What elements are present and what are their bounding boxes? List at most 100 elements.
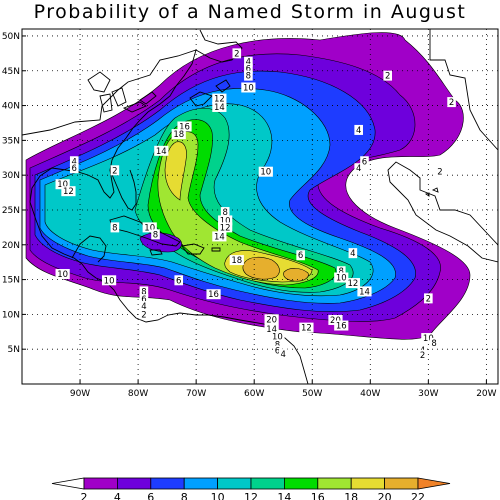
- contour-label-box: [429, 337, 439, 348]
- contour-label: 2: [418, 349, 427, 361]
- colorbar-level-label: 12: [244, 491, 258, 500]
- contour-label-text: 10: [57, 270, 68, 280]
- colorbar-segment: [384, 477, 419, 490]
- contour-label-text: 10: [260, 168, 271, 178]
- contour-label-text: 8: [222, 208, 227, 218]
- jamaica-coastline: [149, 249, 163, 256]
- contour-label-text: 16: [336, 322, 347, 332]
- contour-label: 2: [232, 48, 242, 59]
- contour-label-box: [270, 331, 285, 342]
- contour-label-box: [212, 93, 227, 104]
- contour-label-box: [348, 248, 358, 259]
- contour-label: 4: [348, 248, 358, 259]
- contour-label: 4: [244, 56, 253, 68]
- colorbar: 2 4 6 8 10 12 14 16 18 20 22: [51, 477, 451, 500]
- contour-label: 8: [336, 266, 346, 277]
- contour-label: 16: [206, 289, 221, 300]
- x-tick-label: 60W: [244, 389, 264, 399]
- contour-label-box: [424, 293, 433, 304]
- contour-label-text: 2: [234, 49, 239, 59]
- contour-label: 10: [334, 272, 349, 284]
- coastlines: [22, 29, 498, 384]
- contour-label-text: 6: [72, 164, 77, 174]
- colorbar-level-label: 4: [114, 491, 121, 500]
- x-tick-label: 20W: [476, 389, 496, 399]
- contour-label-text: 18: [231, 256, 242, 266]
- y-tick-label: 20N: [2, 241, 20, 251]
- y-tick-label: 45N: [2, 67, 20, 77]
- contour-label-text: 18: [173, 130, 184, 140]
- contour-label: 14: [264, 324, 279, 335]
- contour-label: 2: [383, 70, 393, 82]
- colorbar-segment: [350, 477, 386, 490]
- nova-scotia-coastline: [189, 79, 231, 107]
- contour-label: 14: [212, 101, 227, 113]
- contour-label-text: 2: [449, 98, 454, 108]
- contour-label: 4: [278, 349, 288, 360]
- colorbar-level-label: 2: [81, 491, 88, 500]
- contour-label-text: 6: [275, 347, 280, 357]
- x-axis-ticks: 90W 80W 70W 60W 50W 40W 30W 20W: [70, 380, 497, 399]
- colorbar-level-label: 8: [181, 491, 188, 500]
- contour-label-text: 10: [104, 276, 115, 286]
- contour-label-text: 12: [63, 187, 74, 197]
- cuba-coastline: [109, 215, 181, 247]
- contour-label-box: [273, 345, 282, 356]
- contour-label: 16: [334, 320, 349, 332]
- colorbar-segment: [317, 477, 352, 490]
- contour-label-text: 12: [220, 223, 231, 233]
- contour-label: 14: [154, 145, 169, 157]
- contour-label: 10: [101, 275, 117, 286]
- contour-label: 10: [218, 215, 233, 226]
- contour-label-box: [418, 349, 427, 360]
- canary-islands: [424, 187, 439, 197]
- contour-label: 10: [55, 179, 70, 190]
- x-tick-label: 80W: [128, 389, 148, 399]
- contour-label: 6: [174, 275, 184, 286]
- contour-label-box: [244, 63, 253, 74]
- contour-label: 14: [212, 231, 227, 242]
- contour-label: 2: [447, 97, 456, 108]
- contour-label-box: [177, 121, 192, 132]
- map-title: Probability of a Named Storm in August: [33, 1, 467, 23]
- contour-label: 6: [296, 250, 305, 261]
- contour-label-text: 10: [57, 180, 68, 190]
- contour-label-text: 2: [437, 168, 442, 178]
- y-tick-label: 25N: [2, 206, 20, 216]
- contour-label-box: [435, 166, 445, 177]
- contour-label-box: [220, 207, 230, 218]
- contour-label-box: [55, 179, 70, 190]
- contour-label-text: 6: [362, 157, 367, 167]
- contour-label: 6: [139, 294, 149, 305]
- contour-label-text: 8: [112, 223, 117, 233]
- contour-label-box: [354, 163, 363, 174]
- contour-label: 18: [229, 255, 244, 266]
- contour-label-box: [139, 309, 149, 320]
- y-tick-label: 5N: [8, 345, 20, 355]
- contour-label-box: [212, 231, 227, 242]
- contour-label: 10: [55, 269, 70, 280]
- contour-label-box: [296, 250, 305, 261]
- contour-label-text: 2: [426, 294, 431, 304]
- contour-label-text: 14: [214, 232, 225, 242]
- contour-label-text: 16: [208, 290, 219, 300]
- africa-coastline: [387, 161, 498, 263]
- colorbar-segment: [183, 477, 218, 490]
- contour-label-box: [232, 48, 242, 59]
- colorbar-low-arrow: [51, 477, 85, 490]
- contour-label-text: 10: [336, 274, 347, 284]
- contour-label-box: [383, 70, 393, 81]
- contour-label-box: [69, 156, 79, 167]
- contour-label-box: [229, 255, 244, 266]
- contour-label: 10: [421, 333, 436, 344]
- contour-label: 12: [212, 93, 227, 105]
- puerto-rico-coastline: [211, 247, 221, 252]
- contour-label-text: 2: [420, 351, 425, 361]
- contour-label: 2: [110, 165, 120, 176]
- contour-label-box: [273, 339, 282, 350]
- contour-label-box: [336, 266, 346, 277]
- contour-label-text: 16: [179, 122, 190, 132]
- colorbar-segment: [283, 477, 319, 490]
- contour-label-box: [69, 163, 79, 174]
